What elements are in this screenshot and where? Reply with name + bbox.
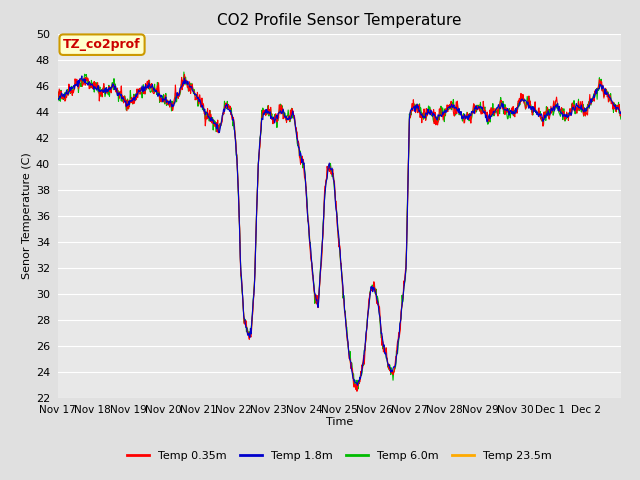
Temp 0.35m — [111, 84, 119, 90]
Temp 0.35m — [442, 107, 449, 112]
Line: Temp 1.8m: Temp 1.8m — [58, 76, 621, 385]
Temp 23.5m — [112, 85, 120, 91]
Temp 6.0m — [617, 116, 625, 122]
Temp 0.35m — [353, 388, 361, 394]
Temp 23.5m — [353, 382, 360, 387]
Text: TZ_co2prof: TZ_co2prof — [63, 38, 141, 51]
Temp 6.0m — [504, 116, 512, 121]
Temp 6.0m — [180, 69, 188, 75]
Temp 6.0m — [54, 98, 61, 104]
Line: Temp 6.0m: Temp 6.0m — [58, 72, 621, 389]
Temp 23.5m — [282, 115, 290, 120]
X-axis label: Time: Time — [326, 418, 353, 427]
Temp 1.8m — [494, 104, 502, 109]
Temp 1.8m — [302, 191, 310, 196]
Temp 1.8m — [354, 383, 362, 388]
Temp 6.0m — [302, 184, 310, 190]
Temp 6.0m — [442, 113, 449, 119]
Temp 23.5m — [504, 108, 512, 114]
Temp 1.8m — [282, 113, 290, 119]
Line: Temp 23.5m: Temp 23.5m — [58, 79, 621, 384]
Temp 0.35m — [282, 113, 290, 119]
Temp 23.5m — [83, 76, 90, 82]
Temp 6.0m — [494, 107, 502, 113]
Temp 0.35m — [180, 72, 188, 77]
Title: CO2 Profile Sensor Temperature: CO2 Profile Sensor Temperature — [217, 13, 461, 28]
Temp 1.8m — [54, 96, 61, 101]
Temp 0.35m — [504, 109, 512, 115]
Temp 6.0m — [282, 117, 290, 123]
Temp 23.5m — [302, 189, 310, 195]
Temp 1.8m — [442, 108, 449, 113]
Temp 1.8m — [112, 83, 120, 89]
Temp 0.35m — [54, 94, 61, 100]
Y-axis label: Senor Temperature (C): Senor Temperature (C) — [22, 153, 31, 279]
Temp 0.35m — [617, 110, 625, 116]
Temp 6.0m — [355, 386, 362, 392]
Legend: Temp 0.35m, Temp 1.8m, Temp 6.0m, Temp 23.5m: Temp 0.35m, Temp 1.8m, Temp 6.0m, Temp 2… — [122, 447, 556, 466]
Temp 23.5m — [617, 111, 625, 117]
Temp 0.35m — [302, 188, 310, 194]
Temp 1.8m — [504, 107, 512, 113]
Temp 23.5m — [54, 96, 61, 102]
Temp 0.35m — [494, 113, 502, 119]
Temp 23.5m — [494, 107, 502, 113]
Line: Temp 0.35m: Temp 0.35m — [58, 74, 621, 391]
Temp 23.5m — [442, 108, 449, 114]
Temp 6.0m — [111, 81, 119, 87]
Temp 1.8m — [617, 109, 625, 115]
Temp 1.8m — [78, 73, 86, 79]
